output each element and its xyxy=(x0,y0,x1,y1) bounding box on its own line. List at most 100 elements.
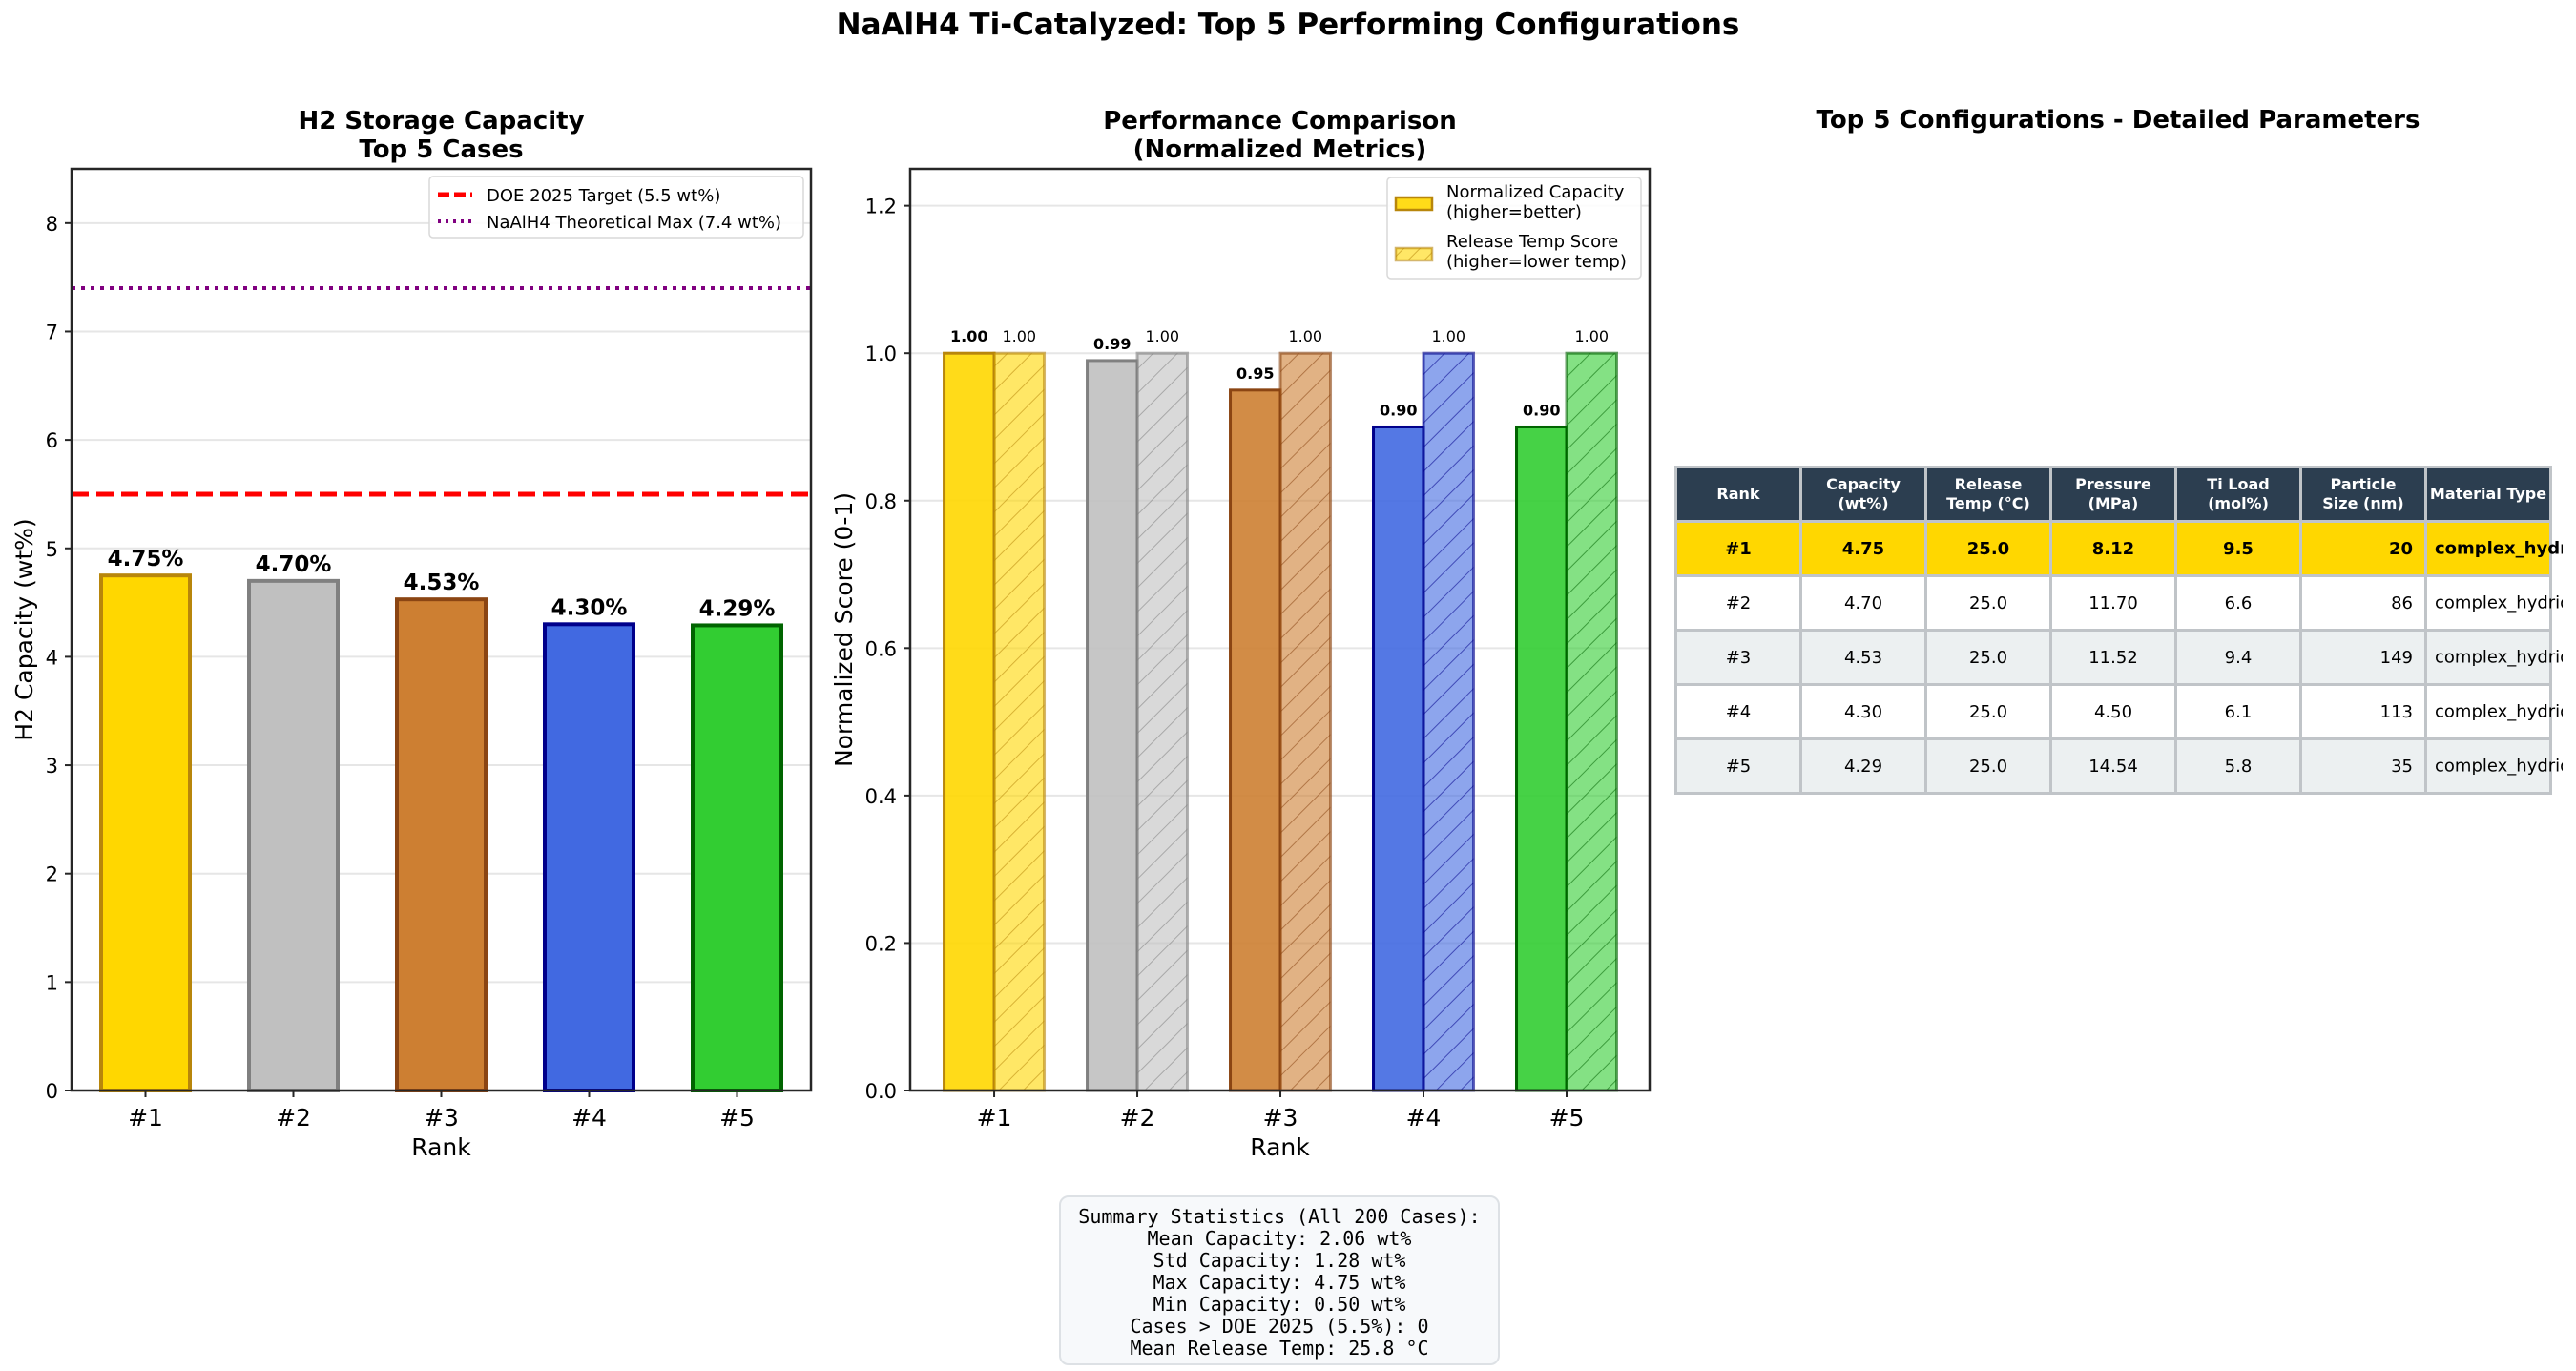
table-cell: 149 xyxy=(2299,629,2427,686)
table-cell: 9.4 xyxy=(2174,629,2302,686)
table-cell: 25.0 xyxy=(1924,520,2052,577)
table-body: #14.7525.08.129.520complex_hydride_n#24.… xyxy=(1674,520,2563,795)
y-tick-label: 4 xyxy=(46,646,58,669)
y-axis-label: Normalized Score (0-1) xyxy=(830,492,858,767)
table-cell: complex_hydride_na xyxy=(2424,574,2563,632)
summary-line: Std Capacity: 1.28 wt% xyxy=(1153,1249,1406,1272)
legend-label: Normalized Capacity xyxy=(1446,182,1625,202)
table-cell: 35 xyxy=(2299,737,2427,795)
y-tick-label: 1.2 xyxy=(865,196,897,218)
table-cell: complex_hydride xyxy=(2424,683,2563,740)
release-temp-bar-rank-5 xyxy=(1565,351,1619,1092)
bar-rank-4 xyxy=(543,622,635,1092)
y-tick-label: 5 xyxy=(46,538,58,561)
table-cell: complex_hydride xyxy=(2424,629,2563,686)
material-type-text: complex_hydride xyxy=(2435,647,2563,668)
bar-value-label: 4.70% xyxy=(256,552,332,577)
release-temp-value-label: 1.00 xyxy=(1002,327,1036,345)
bar-rank-5 xyxy=(691,623,783,1092)
bar-value-label: 4.53% xyxy=(404,571,480,595)
table-cell: 25.0 xyxy=(1924,683,2052,740)
chart-title-line: H2 Storage Capacity xyxy=(298,107,584,135)
table-header-cell: Material Type xyxy=(2424,466,2552,523)
summary-line: Mean Release Temp: 25.8 °C xyxy=(1130,1337,1429,1360)
legend-label: (higher=lower temp) xyxy=(1446,252,1627,272)
summary-line: Cases > DOE 2025 (5.5%): 0 xyxy=(1130,1315,1429,1338)
y-tick-label: 3 xyxy=(46,755,58,778)
summary-line: Min Capacity: 0.50 wt% xyxy=(1153,1293,1406,1316)
capacity-bar-rank-1 xyxy=(943,351,996,1092)
y-tick-label: 0.2 xyxy=(865,932,897,955)
bar-value-label: 4.75% xyxy=(108,547,184,571)
x-tick-label: #4 xyxy=(571,1104,607,1132)
table-header-cell: Pressure (MPa) xyxy=(2049,466,2177,523)
header-text: (wt%) xyxy=(1838,494,1889,512)
y-tick-label: 1 xyxy=(46,971,58,994)
bar-rank-3 xyxy=(395,597,488,1092)
table-header-cell: Particle Size (nm) xyxy=(2299,466,2427,523)
x-tick-label: #5 xyxy=(1549,1104,1585,1132)
table-cell: 25.0 xyxy=(1924,629,2052,686)
release-temp-value-label: 1.00 xyxy=(1574,327,1609,345)
legend-swatch-capacity xyxy=(1394,196,1434,212)
y-axis-label: H2 Capacity (wt%) xyxy=(10,518,38,740)
capacity-bar-rank-4 xyxy=(1372,425,1425,1092)
table-cell: #3 xyxy=(1674,629,1802,686)
summary-line: Mean Capacity: 2.06 wt% xyxy=(1147,1227,1412,1250)
header-text: Release xyxy=(1954,475,2023,493)
release-temp-value-label: 1.00 xyxy=(1431,327,1465,345)
x-tick-label: #4 xyxy=(1406,1104,1442,1132)
header-text: (MPa) xyxy=(2088,494,2139,512)
table-header-cell: Ti Load (mol%) xyxy=(2174,466,2302,523)
figure-title: NaAlH4 Ti-Catalyzed: Top 5 Performing Co… xyxy=(836,8,1740,42)
table-cell: 4.53 xyxy=(1799,629,1927,686)
table-cell: 11.52 xyxy=(2049,629,2177,686)
legend-label: Release Temp Score xyxy=(1446,232,1618,252)
table-cell: complex_hydride xyxy=(2424,737,2563,795)
y-tick-label: 2 xyxy=(46,863,58,886)
material-type-text: complex_hydride xyxy=(2435,756,2563,777)
release-temp-bar-rank-2 xyxy=(1135,351,1190,1092)
header-text: Temp (°C) xyxy=(1946,494,2030,512)
header-text: Capacity xyxy=(1826,475,1901,493)
x-tick-label: #2 xyxy=(276,1104,311,1132)
legend-label: DOE 2025 Target (5.5 wt%) xyxy=(487,186,720,206)
table-header-row: Rank Capacity (wt%) Release Temp (°C) Pressur… xyxy=(1674,466,2552,523)
y-tick-label: 8 xyxy=(46,213,58,236)
x-tick-label: #3 xyxy=(424,1104,459,1132)
y-tick-label: 0.6 xyxy=(865,637,897,660)
table-cell: #5 xyxy=(1674,737,1802,795)
legend-box xyxy=(1386,177,1642,280)
legend-label: NaAlH4 Theoretical Max (7.4 wt%) xyxy=(487,213,781,233)
table-cell: 14.54 xyxy=(2049,737,2177,795)
x-tick-label: #1 xyxy=(128,1104,163,1132)
bar-value-label: 4.29% xyxy=(699,596,776,621)
header-text: Size (nm) xyxy=(2322,494,2404,512)
table-cell: 9.5 xyxy=(2174,520,2302,577)
summary-stats-box: Summary Statistics (All 200 Cases): Mean … xyxy=(1059,1195,1500,1365)
header-text: Pressure xyxy=(2075,475,2151,493)
table-cell: 20 xyxy=(2299,520,2427,577)
table-cell: 113 xyxy=(2299,683,2427,740)
table-cell: #4 xyxy=(1674,683,1802,740)
legend-box xyxy=(428,176,804,239)
y-tick-label: 6 xyxy=(46,429,58,452)
config-table: Rank Capacity (wt%) Release Temp (°C) Pressur… xyxy=(1674,466,2563,795)
table-cell: 25.0 xyxy=(1924,737,2052,795)
y-tick-label: 0.8 xyxy=(865,490,897,513)
table-cell: 11.70 xyxy=(2049,574,2177,632)
release-temp-bar-rank-1 xyxy=(992,351,1047,1092)
table-header-cell: Release Temp (°C) xyxy=(1924,466,2052,523)
chart-title-line: Top 5 Cases xyxy=(359,135,523,164)
table-cell: 4.29 xyxy=(1799,737,1927,795)
legend-label: (higher=better) xyxy=(1446,202,1582,222)
y-tick-label: 0 xyxy=(46,1080,58,1103)
table-header-cell: Capacity (wt%) xyxy=(1799,466,1927,523)
table-cell: 4.50 xyxy=(2049,683,2177,740)
table-cell: 25.0 xyxy=(1924,574,2052,632)
